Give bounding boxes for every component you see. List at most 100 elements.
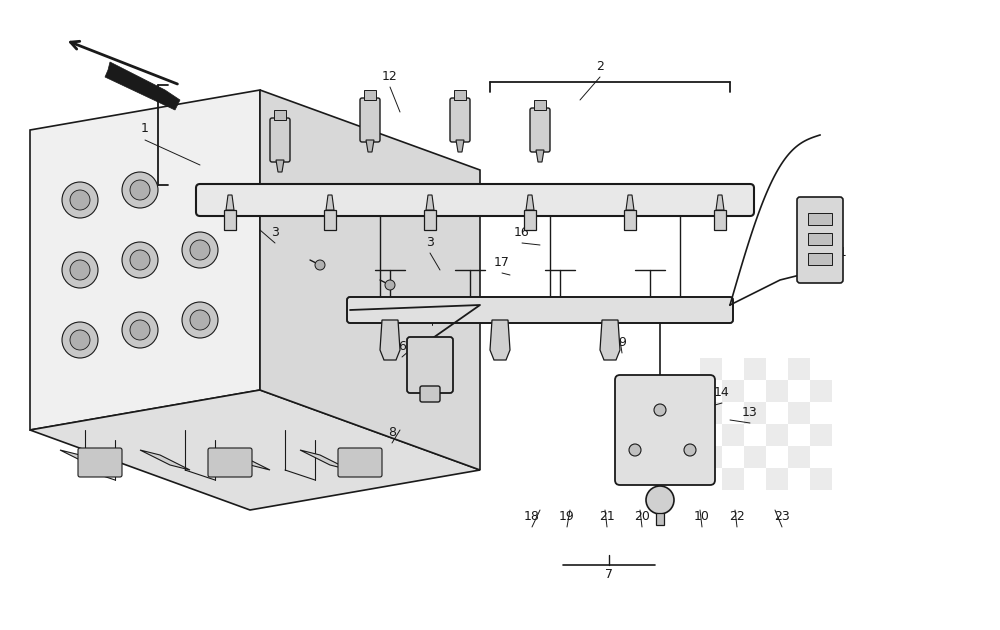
Bar — [714, 210, 726, 230]
Polygon shape — [140, 450, 190, 470]
FancyBboxPatch shape — [208, 448, 252, 477]
Text: 5: 5 — [428, 306, 436, 319]
Circle shape — [122, 172, 158, 208]
Polygon shape — [30, 90, 260, 430]
Circle shape — [190, 310, 210, 330]
Text: 16: 16 — [514, 226, 530, 239]
Bar — [722, 468, 744, 490]
FancyBboxPatch shape — [196, 184, 754, 216]
FancyBboxPatch shape — [78, 448, 122, 477]
Bar — [788, 358, 810, 380]
Circle shape — [70, 190, 90, 210]
Bar — [766, 424, 788, 446]
Text: 13: 13 — [742, 406, 758, 418]
Polygon shape — [60, 450, 110, 470]
Text: 3: 3 — [426, 236, 434, 248]
Text: 7: 7 — [605, 568, 613, 581]
Polygon shape — [526, 195, 534, 210]
Text: 1: 1 — [141, 122, 149, 135]
FancyBboxPatch shape — [450, 98, 470, 142]
Circle shape — [385, 280, 395, 290]
Circle shape — [190, 240, 210, 260]
Bar — [744, 402, 766, 424]
Polygon shape — [490, 320, 510, 360]
Polygon shape — [105, 62, 180, 110]
Text: 17: 17 — [494, 256, 510, 268]
Circle shape — [70, 260, 90, 280]
Bar — [700, 402, 722, 424]
Bar — [700, 446, 722, 468]
Circle shape — [315, 260, 325, 270]
Bar — [808, 233, 832, 245]
Circle shape — [122, 312, 158, 348]
Polygon shape — [300, 450, 350, 470]
Text: 20: 20 — [634, 510, 650, 522]
FancyBboxPatch shape — [270, 118, 290, 162]
Text: 10: 10 — [694, 510, 710, 522]
FancyBboxPatch shape — [338, 448, 382, 477]
Bar — [766, 468, 788, 490]
Polygon shape — [220, 450, 270, 470]
Polygon shape — [536, 150, 544, 162]
Bar — [524, 210, 536, 230]
Polygon shape — [366, 140, 374, 152]
Circle shape — [62, 252, 98, 288]
Text: 15: 15 — [484, 299, 500, 312]
Bar — [722, 424, 744, 446]
Polygon shape — [716, 195, 724, 210]
Bar — [274, 110, 286, 120]
Circle shape — [182, 302, 218, 338]
Circle shape — [130, 250, 150, 270]
Text: 3: 3 — [271, 226, 279, 239]
Polygon shape — [456, 140, 464, 152]
Bar — [788, 402, 810, 424]
Text: Opel: Opel — [171, 231, 429, 328]
Text: 18: 18 — [524, 510, 540, 522]
FancyBboxPatch shape — [407, 337, 453, 393]
Text: 12: 12 — [382, 69, 398, 83]
Text: 4: 4 — [428, 370, 436, 382]
Bar — [810, 424, 832, 446]
Text: 22: 22 — [729, 510, 745, 522]
Text: 19: 19 — [559, 510, 575, 522]
Bar — [656, 513, 664, 525]
Polygon shape — [226, 195, 234, 210]
Bar — [810, 380, 832, 402]
Text: 8: 8 — [388, 425, 396, 438]
Polygon shape — [380, 320, 400, 360]
Polygon shape — [426, 195, 434, 210]
Circle shape — [654, 404, 666, 416]
Polygon shape — [626, 195, 634, 210]
Bar — [454, 90, 466, 100]
Text: 11: 11 — [832, 246, 848, 258]
Text: 2: 2 — [596, 59, 604, 72]
Text: 9: 9 — [618, 336, 626, 348]
Circle shape — [646, 486, 674, 514]
Circle shape — [130, 320, 150, 340]
FancyBboxPatch shape — [347, 297, 733, 323]
Bar — [744, 358, 766, 380]
Bar — [722, 380, 744, 402]
Bar — [808, 213, 832, 225]
Circle shape — [70, 330, 90, 350]
Bar — [424, 210, 436, 230]
Bar — [744, 446, 766, 468]
FancyBboxPatch shape — [420, 386, 440, 402]
FancyArrowPatch shape — [70, 42, 177, 84]
Bar — [624, 210, 636, 230]
Bar — [766, 380, 788, 402]
Circle shape — [130, 180, 150, 200]
FancyBboxPatch shape — [797, 197, 843, 283]
FancyBboxPatch shape — [530, 108, 550, 152]
FancyBboxPatch shape — [615, 375, 715, 485]
Bar — [224, 210, 236, 230]
Bar — [364, 90, 376, 100]
Text: 6: 6 — [398, 340, 406, 353]
Bar — [808, 253, 832, 265]
Text: 21: 21 — [599, 510, 615, 522]
Circle shape — [455, 300, 465, 310]
Circle shape — [122, 242, 158, 278]
Bar — [788, 446, 810, 468]
Polygon shape — [326, 195, 334, 210]
Circle shape — [62, 182, 98, 218]
